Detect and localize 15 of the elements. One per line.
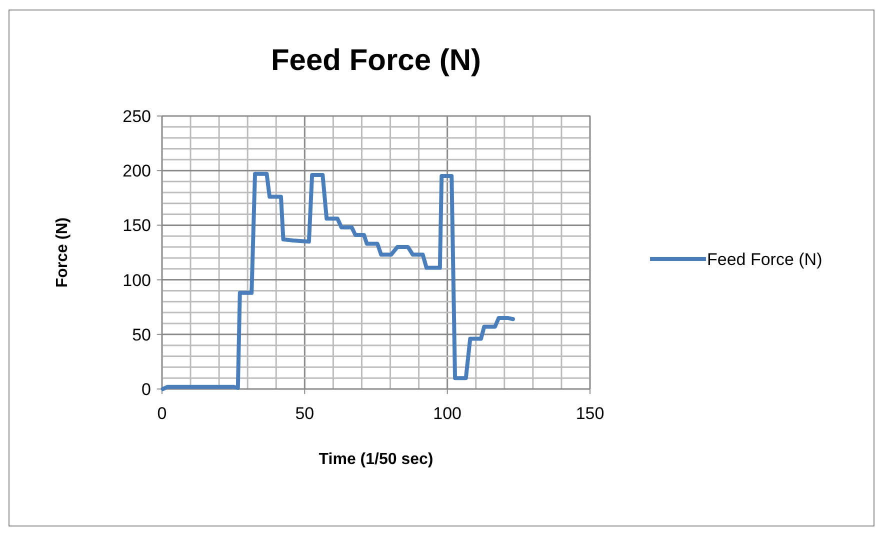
line-series (160, 172, 515, 391)
y-tick-label: 200 (122, 162, 151, 181)
y-tick-label: 50 (132, 325, 151, 344)
y-tick-label: 100 (122, 270, 151, 290)
y-tick-label: 250 (122, 107, 151, 126)
y-tick-label: 150 (122, 216, 151, 236)
chart-title: Feed Force (N) (270, 44, 482, 77)
x-tick-label: 50 (295, 404, 314, 423)
y-axis-title: Force (N) (54, 217, 71, 288)
y-tick-label: 0 (142, 380, 151, 399)
x-tick-label: 150 (576, 404, 604, 423)
legend-label: Feed Force (N) (707, 250, 822, 269)
x-tick-label: 0 (157, 404, 167, 423)
x-axis-title: Time (1/50 sec) (318, 451, 434, 468)
x-tick-label: 100 (433, 404, 462, 423)
